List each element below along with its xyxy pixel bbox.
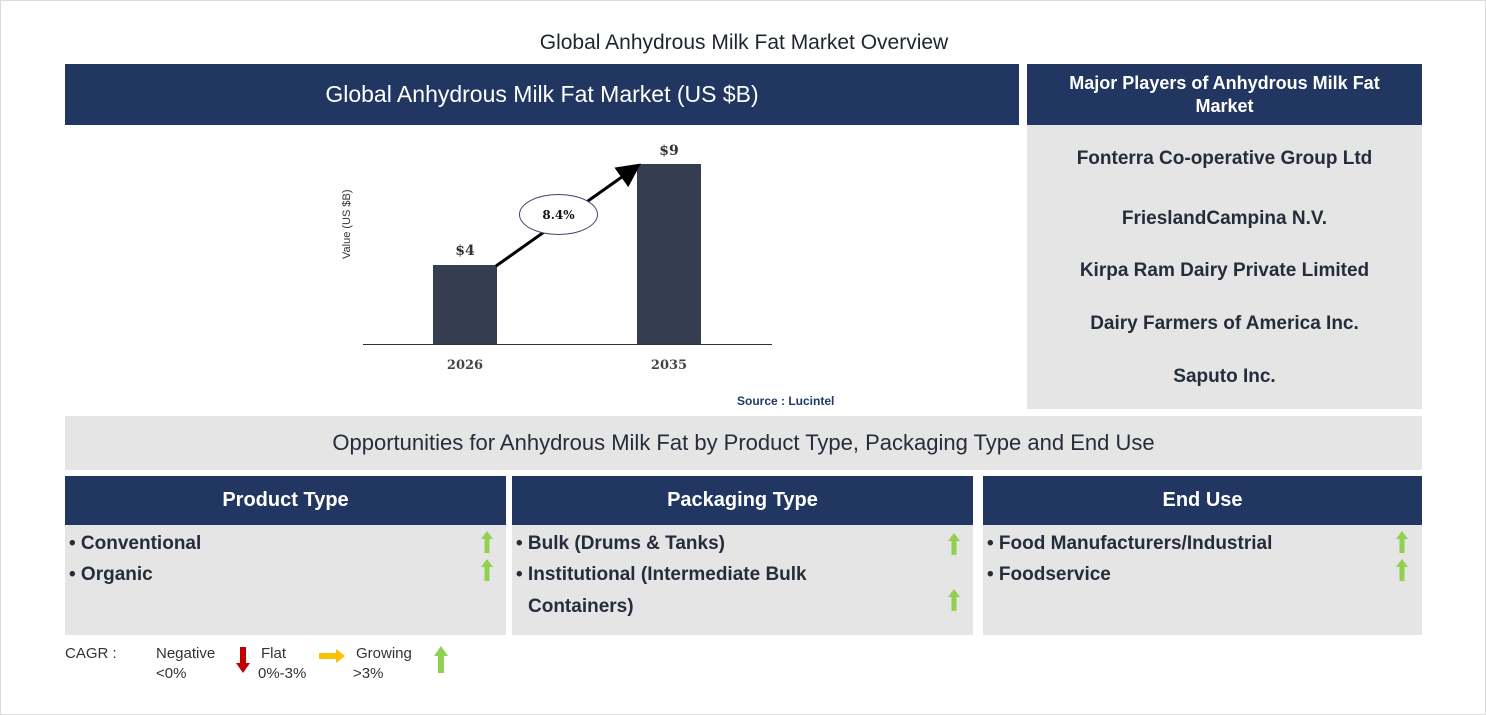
bar-2026 [433,265,497,344]
player-item: Kirpa Ram Dairy Private Limited [1079,260,1370,281]
segment-body-packaging-type: • Bulk (Drums & Tanks) • Institutional (… [512,525,973,635]
growing-arrow-icon [434,646,448,673]
segment-item: • Conventional [69,533,202,554]
legend-flat-range: 0%-3% [258,665,307,682]
segment-body-product-type: • Conventional • Organic [65,525,506,635]
segment-header-packaging-type: Packaging Type [512,476,973,525]
legend-growing-range: >3% [353,665,384,682]
bar-2035 [637,164,701,344]
legend-growing: Growing >3% [353,644,412,684]
growing-arrow-icon [948,533,960,555]
player-item: FrieslandCampina N.V. [1121,208,1328,229]
legend-negative-name: Negative [156,645,216,662]
legend-negative-range: <0% [156,665,187,682]
growing-arrow-icon [481,531,493,553]
legend-negative: Negative <0% [156,644,215,684]
player-item: Saputo Inc. [1173,366,1276,387]
x-tick-2035: 2035 [650,358,688,373]
legend-label: CAGR : [65,645,117,662]
growing-arrow-icon [948,589,960,611]
x-axis-line [363,344,772,345]
segment-item-continuation: Containers) [528,596,634,617]
segment-item: • Organic [69,564,153,585]
legend-growing-name: Growing [356,645,412,662]
chart-header: Global Anhydrous Milk Fat Market (US $B) [65,64,1019,125]
segment-header-end-use: End Use [983,476,1422,525]
legend-flat-name: Flat [261,645,287,662]
growing-arrow-icon [1396,531,1408,553]
y-axis-label: Value (US $B) [341,189,353,260]
bar-value-label-2026: $4 [455,243,475,259]
player-item: Dairy Farmers of America Inc. [1090,313,1359,334]
segment-item: • Institutional (Intermediate Bulk [516,564,807,585]
players-header: Major Players of Anhydrous Milk Fat Mark… [1027,64,1422,125]
cagr-badge: 8.4% [519,194,598,235]
negative-arrow-icon [236,647,250,673]
x-tick-2026: 2026 [446,358,484,373]
source-note: Source : Lucintel [737,394,835,408]
opportunities-banner: Opportunities for Anhydrous Milk Fat by … [65,416,1422,470]
flat-arrow-icon [319,649,345,663]
segment-body-end-use: • Food Manufacturers/Industrial • Foodse… [983,525,1422,635]
players-list: Fonterra Co-operative Group Ltd Frieslan… [1027,125,1422,409]
growing-arrow-icon [481,559,493,581]
segment-item: • Foodservice [987,564,1111,585]
segment-item: • Bulk (Drums & Tanks) [516,533,725,554]
bar-value-label-2035: $9 [659,143,679,159]
legend-flat: Flat 0%-3% [258,644,306,684]
segment-item: • Food Manufacturers/Industrial [987,533,1273,554]
growing-arrow-icon [1396,559,1408,581]
page-title: Global Anhydrous Milk Fat Market Overvie… [539,31,949,54]
player-item: Fonterra Co-operative Group Ltd [1076,148,1373,169]
segment-header-product-type: Product Type [65,476,506,525]
